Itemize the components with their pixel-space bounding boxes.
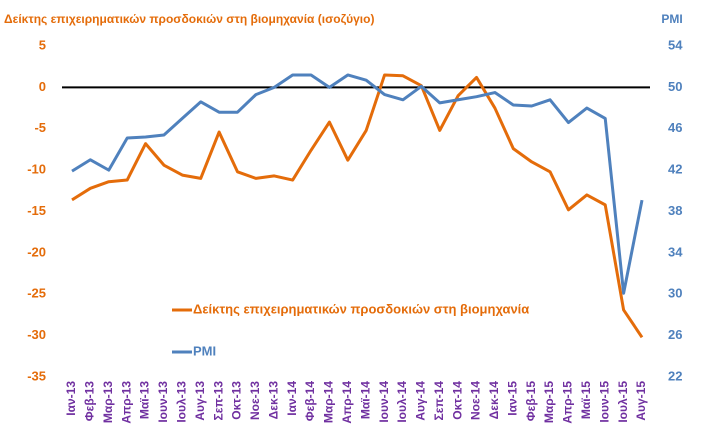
x-tick-label: Νοε-14 bbox=[469, 381, 483, 420]
y2-tick-label: 42 bbox=[668, 162, 682, 177]
x-tick-label: Αυγ-15 bbox=[634, 381, 648, 421]
x-tick-label: Ιουλ-14 bbox=[395, 381, 409, 423]
y-tick-label: -30 bbox=[27, 327, 46, 342]
x-tick-label: Φεβ-14 bbox=[303, 381, 317, 422]
y-tick-label: -35 bbox=[27, 368, 46, 383]
series-line bbox=[71, 73, 644, 295]
y2-tick-label: 50 bbox=[668, 79, 682, 94]
series-line bbox=[71, 73, 644, 339]
y2-tick-label: 46 bbox=[668, 120, 682, 135]
x-tick-label: Ιουν-13 bbox=[156, 381, 170, 423]
y-tick-label: -20 bbox=[27, 244, 46, 259]
x-tick-label: Μαρ-15 bbox=[542, 381, 556, 423]
y2-tick-label: 34 bbox=[668, 244, 683, 259]
y-axis-title: Δείκτης επιχειρηματικών προσδοκιών στη β… bbox=[4, 12, 374, 26]
y-tick-label: -25 bbox=[27, 286, 46, 301]
y-tick-label: 5 bbox=[39, 37, 46, 52]
y2-tick-label: 30 bbox=[668, 286, 682, 301]
x-tick-label: Ιουν-14 bbox=[377, 381, 391, 423]
x-tick-label: Δεκ-14 bbox=[487, 381, 501, 420]
y2-axis-title: PMI bbox=[661, 12, 682, 26]
x-tick-label: Απρ-15 bbox=[561, 381, 575, 424]
x-tick-label: Αυγ-14 bbox=[414, 381, 428, 421]
x-tick-label: Απρ-14 bbox=[340, 381, 354, 424]
x-tick-label: Μαρ-14 bbox=[322, 381, 336, 423]
x-tick-label: Ιουν-15 bbox=[597, 381, 611, 423]
x-tick-label: Ιουλ-15 bbox=[616, 381, 630, 423]
x-tick-label: Ιαν-14 bbox=[285, 381, 299, 416]
x-tick-label: Αυγ-13 bbox=[193, 381, 207, 421]
x-tick-label: Μαρ-13 bbox=[101, 381, 115, 423]
y2-tick-label: 26 bbox=[668, 327, 682, 342]
y-tick-label: 0 bbox=[39, 79, 46, 94]
x-tick-label: Ιαν-13 bbox=[64, 381, 78, 416]
y-tick-label: -10 bbox=[27, 162, 46, 177]
x-tick-label: Σεπ-14 bbox=[432, 381, 446, 421]
x-tick-label: Φεβ-15 bbox=[524, 381, 538, 422]
x-tick-label: Σεπ-13 bbox=[211, 381, 225, 421]
x-tick-label: Φεβ-13 bbox=[83, 381, 97, 422]
x-tick-label: Απρ-13 bbox=[119, 381, 133, 424]
legend-label: PMI bbox=[193, 343, 216, 358]
y2-tick-label: 22 bbox=[668, 368, 682, 383]
x-tick-label: Δεκ-13 bbox=[266, 381, 280, 420]
y-tick-label: -5 bbox=[34, 120, 46, 135]
x-tick-label: Οκτ-14 bbox=[450, 381, 464, 420]
y2-tick-label: 38 bbox=[668, 203, 682, 218]
y2-tick-label: 54 bbox=[668, 37, 683, 52]
x-tick-label: Οκτ-13 bbox=[230, 381, 244, 420]
y-tick-label: -15 bbox=[27, 203, 46, 218]
legend-label: Δείκτης επιχειρηματικών προσδοκιών στη β… bbox=[193, 301, 529, 316]
x-tick-label: Νοε-13 bbox=[248, 381, 262, 420]
x-tick-label: Ιαν-15 bbox=[505, 381, 519, 416]
x-tick-label: Μαϊ-13 bbox=[138, 381, 152, 419]
x-tick-label: Μαϊ-14 bbox=[358, 381, 372, 419]
x-tick-label: Ιουλ-13 bbox=[174, 381, 188, 423]
x-tick-label: Μαϊ-15 bbox=[579, 381, 593, 419]
